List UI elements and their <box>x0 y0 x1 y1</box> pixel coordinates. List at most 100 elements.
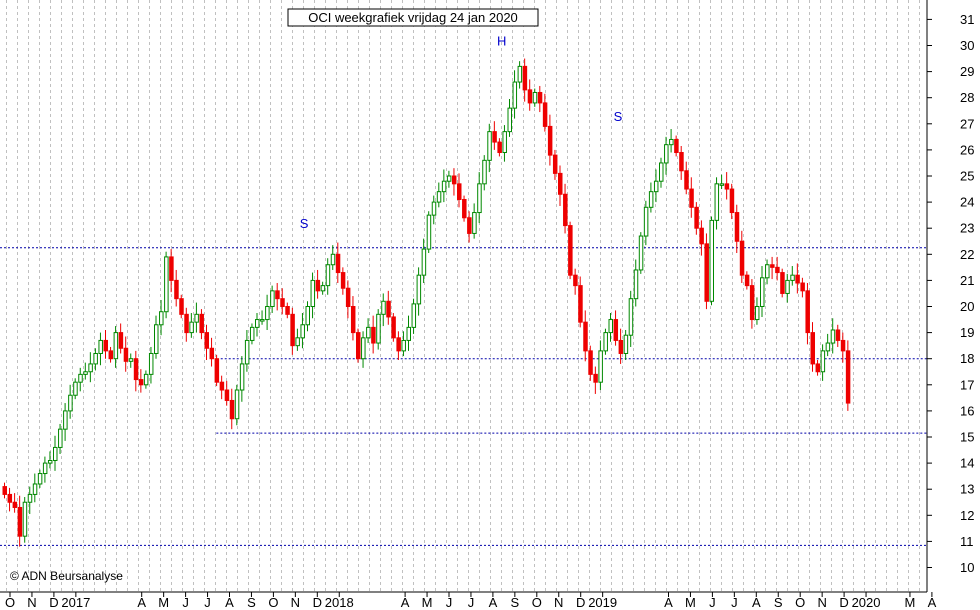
candle-body-up <box>659 162 664 182</box>
candle-body-down <box>315 279 321 292</box>
candle-body-up <box>83 371 88 375</box>
candle-body-up <box>487 131 492 161</box>
candle-body-down <box>396 337 401 352</box>
y-tick-label: 11 <box>960 534 974 549</box>
candle-body-up <box>638 235 644 271</box>
candle-body-up <box>78 373 83 383</box>
candle-body-down <box>780 272 785 294</box>
y-tick-label: 31 <box>960 12 974 27</box>
y-tick-label: 22 <box>960 247 974 262</box>
x-tick-label: A <box>137 595 146 610</box>
y-tick-label: 25 <box>960 169 974 184</box>
candle-body-up <box>507 107 512 133</box>
y-axis: 10 11 12 13 14 15 16 17 18 19 20 21 22 23 24 25 26 27 28 29… <box>927 12 974 575</box>
candle-body-down <box>457 183 462 200</box>
candle-body-down <box>497 141 502 154</box>
x-tick-label: A <box>489 595 498 610</box>
candle-body-down <box>275 290 280 300</box>
candle-body-down <box>169 256 174 281</box>
candle-body-up <box>517 65 523 83</box>
x-tick-label: D <box>49 595 58 610</box>
y-tick-label: 14 <box>960 456 974 471</box>
candle-body-down <box>729 188 735 214</box>
candle-body-up <box>714 183 720 221</box>
candle-body-up <box>709 219 714 302</box>
candle-body-up <box>128 358 134 362</box>
candle-body-up <box>426 214 432 250</box>
candle-body-up <box>633 269 639 300</box>
candle-body-down <box>583 321 588 352</box>
candle-body-down <box>386 300 391 318</box>
x-tick-label: J <box>731 595 738 610</box>
candle-body-up <box>820 350 826 373</box>
x-tick-label: A <box>225 595 234 610</box>
candle-body-down <box>123 347 129 362</box>
candle-body-down <box>345 287 351 308</box>
candle-body-down <box>199 313 204 334</box>
x-axis: O N D 2017 A M J J A S O N D 2018 A M J J A S O N D 2019 A M J J A S O… <box>5 592 937 610</box>
candle-body-up <box>643 206 649 237</box>
candle-body-down <box>810 332 815 365</box>
candle-body-up <box>143 373 149 386</box>
candle-body-up <box>502 131 507 154</box>
candle-body-down <box>133 358 139 381</box>
candle-body-down <box>108 350 114 360</box>
candle-body-up <box>265 306 270 321</box>
candle-body-down <box>679 152 684 172</box>
candle-body-up <box>760 277 765 308</box>
candle-body-down <box>356 332 361 360</box>
candle-body-up <box>477 183 482 214</box>
candle-body-down <box>280 298 285 308</box>
candle-body-down <box>290 313 295 347</box>
candle-body-down <box>340 272 346 289</box>
candle-body-up <box>27 493 33 503</box>
x-tick-label: J <box>709 595 716 610</box>
candle-body-down <box>138 379 144 386</box>
candle-body-up <box>785 279 790 294</box>
candle-body-up <box>98 339 103 354</box>
candle-body-up <box>234 389 240 420</box>
candle-body-down <box>12 501 18 508</box>
candle-body-up <box>73 381 78 396</box>
candle-body-up <box>416 274 422 305</box>
candle-body-up <box>42 462 48 475</box>
candle-body-down <box>285 306 290 315</box>
candle-body-down <box>724 183 730 190</box>
y-tick-label: 21 <box>960 273 974 288</box>
candle-body-up <box>255 319 260 328</box>
candle-body-up <box>300 324 305 339</box>
candle-body-up <box>436 191 442 203</box>
candle-body-up <box>58 428 63 448</box>
pattern-labels: S H S <box>300 34 623 232</box>
candle-body-down <box>593 373 598 383</box>
candle-body-up <box>482 159 487 185</box>
candle-body-up <box>603 332 608 352</box>
candle-body-up <box>628 298 634 336</box>
candle-body-up <box>239 363 245 391</box>
candle-body-up <box>472 212 477 234</box>
x-tick-label: S <box>774 595 783 610</box>
candle-body-up <box>598 350 603 383</box>
candle-body-up <box>648 191 654 208</box>
candle-body-up <box>32 483 38 495</box>
candle-body-up <box>310 279 316 307</box>
candle-body-up <box>37 473 43 485</box>
candle-body-down <box>689 188 694 208</box>
pattern-label: S <box>614 109 623 124</box>
candle-body-down <box>845 350 851 404</box>
candle-body-up <box>366 326 371 339</box>
candle-body-up <box>22 501 28 537</box>
candle-body-down <box>704 243 709 302</box>
x-tick-label: O <box>532 595 542 610</box>
y-tick-label: 28 <box>960 90 974 105</box>
x-tick-label: O <box>5 595 15 610</box>
x-tick-label: N <box>27 595 36 610</box>
copyright-credit: © ADN Beursanalyse <box>10 569 123 583</box>
x-tick-label: O <box>268 595 278 610</box>
candle-body-down <box>527 89 533 104</box>
candle-body-up <box>305 306 310 326</box>
x-tick-label: A <box>401 595 410 610</box>
y-tick-label: 16 <box>960 403 974 418</box>
candle-body-up <box>68 394 73 412</box>
